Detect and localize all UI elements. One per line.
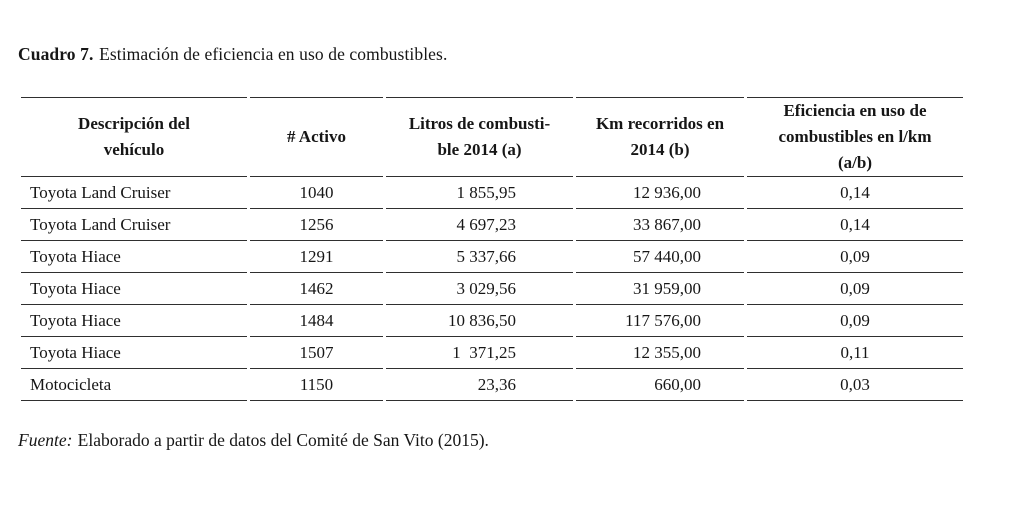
table-cell: 0,14 xyxy=(747,177,963,209)
source-note-text: Elaborado a partir de datos del Comité d… xyxy=(77,430,489,450)
table-cell: 12 936,00 xyxy=(576,177,744,209)
table-cell: 12 355,00 xyxy=(576,337,744,369)
table-row: Toyota Land Cruiser 1256 4 697,23 33 867,00… xyxy=(21,209,963,241)
table-cell: 0,09 xyxy=(747,305,963,337)
table-row: Toyota Hiace 1507 1 371,25 12 355,00 0,11 xyxy=(21,337,963,369)
table-row: Motocicleta 1150 23,36 660,00 0,03 xyxy=(21,369,963,401)
table-caption: Cuadro 7. Estimación de eficiencia en uso… xyxy=(18,44,1019,64)
table-cell: 1150 xyxy=(250,369,383,401)
table-cell: 4 697,23 xyxy=(386,209,573,241)
table-cell: 0,03 xyxy=(747,369,963,401)
table-cell: 10 836,50 xyxy=(386,305,573,337)
column-header-vehicle: Descripción del vehículo xyxy=(21,97,247,177)
column-header-asset: # Activo xyxy=(250,97,383,177)
table-cell: 57 440,00 xyxy=(576,241,744,273)
table-row: Toyota Land Cruiser 1040 1 855,95 12 936,00… xyxy=(21,177,963,209)
table-cell: Toyota Hiace xyxy=(21,273,247,305)
table-caption-number: Cuadro 7. xyxy=(18,44,94,64)
table-row: Toyota Hiace 1484 10 836,50 117 576,00 0,09 xyxy=(21,305,963,337)
table-cell: 1 855,95 xyxy=(386,177,573,209)
table-row: Toyota Hiace 1462 3 029,56 31 959,00 0,09 xyxy=(21,273,963,305)
source-note-label: Fuente: xyxy=(18,430,73,450)
table-header-row: Descripción del vehículo # Activo Litros… xyxy=(21,97,963,177)
table-cell: 1040 xyxy=(250,177,383,209)
table-row: Toyota Hiace 1291 5 337,66 57 440,00 0,09 xyxy=(21,241,963,273)
table-cell: Motocicleta xyxy=(21,369,247,401)
column-header-efficiency: Eficiencia en uso de combustibles en l/k… xyxy=(747,97,963,177)
table-cell: 3 029,56 xyxy=(386,273,573,305)
table-caption-text: Estimación de eficiencia en uso de combu… xyxy=(99,44,448,64)
table-cell: 0,14 xyxy=(747,209,963,241)
table-cell: 1 371,25 xyxy=(386,337,573,369)
table-cell: 33 867,00 xyxy=(576,209,744,241)
table-cell: Toyota Hiace xyxy=(21,337,247,369)
table-cell: 23,36 xyxy=(386,369,573,401)
table-cell: 1462 xyxy=(250,273,383,305)
source-note: Fuente: Elaborado a partir de datos del C… xyxy=(18,430,1019,450)
fuel-efficiency-table: Descripción del vehículo # Activo Litros… xyxy=(18,97,966,401)
table-cell: Toyota Land Cruiser xyxy=(21,177,247,209)
table-cell: 1507 xyxy=(250,337,383,369)
table-cell: 31 959,00 xyxy=(576,273,744,305)
page: Cuadro 7. Estimación de eficiencia en uso… xyxy=(0,44,1019,532)
table-body: Toyota Land Cruiser 1040 1 855,95 12 936,00… xyxy=(21,177,963,401)
table-cell: 0,09 xyxy=(747,241,963,273)
table-header: Descripción del vehículo # Activo Litros… xyxy=(21,97,963,177)
table-cell: Toyota Hiace xyxy=(21,241,247,273)
table-cell: 0,11 xyxy=(747,337,963,369)
table-cell: 1484 xyxy=(250,305,383,337)
column-header-liters: Litros de combusti- ble 2014 (a) xyxy=(386,97,573,177)
table-cell: Toyota Land Cruiser xyxy=(21,209,247,241)
table-cell: 117 576,00 xyxy=(576,305,744,337)
table-cell: 1256 xyxy=(250,209,383,241)
table-cell: 5 337,66 xyxy=(386,241,573,273)
table-cell: 660,00 xyxy=(576,369,744,401)
table-cell: 0,09 xyxy=(747,273,963,305)
table-cell: Toyota Hiace xyxy=(21,305,247,337)
column-header-km: Km recorridos en 2014 (b) xyxy=(576,97,744,177)
table-cell: 1291 xyxy=(250,241,383,273)
